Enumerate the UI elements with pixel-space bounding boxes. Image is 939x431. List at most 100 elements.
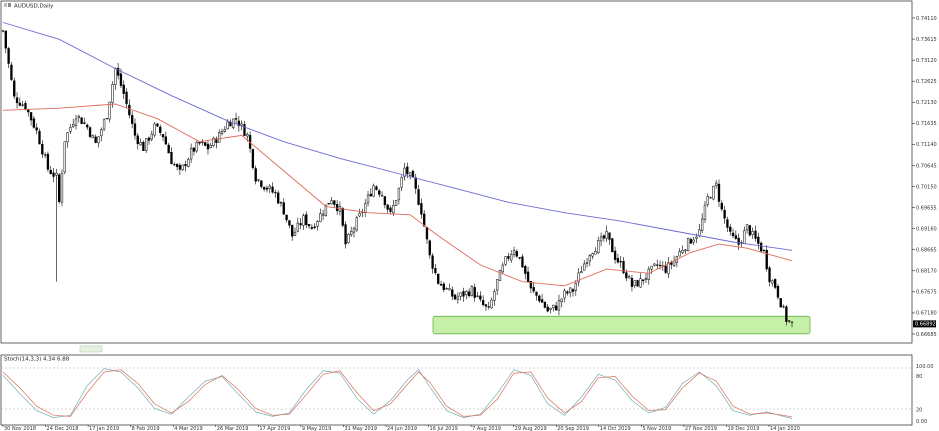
candle-body xyxy=(21,104,24,106)
candle xyxy=(86,123,89,130)
candle-body xyxy=(347,233,350,243)
candle xyxy=(529,280,533,294)
candle-body xyxy=(577,272,580,283)
candle-body xyxy=(543,302,547,308)
candle-body xyxy=(498,270,502,281)
candle-body xyxy=(364,203,367,213)
candle xyxy=(271,182,274,194)
candle xyxy=(43,152,47,159)
candle xyxy=(678,248,681,257)
candle xyxy=(352,226,356,238)
candle xyxy=(630,274,634,292)
candle xyxy=(445,287,448,290)
candle-body xyxy=(585,262,589,264)
candle-body xyxy=(105,118,109,120)
candle xyxy=(751,227,754,239)
candle-body xyxy=(218,132,221,143)
chart-title: AUDUSD,Daily xyxy=(14,4,54,10)
candle-body xyxy=(310,227,314,229)
candle xyxy=(122,80,125,99)
candle-body xyxy=(484,304,488,307)
candle xyxy=(574,279,577,296)
candle xyxy=(296,217,299,233)
candle xyxy=(504,256,507,267)
candle xyxy=(549,307,552,314)
candle xyxy=(330,197,333,205)
candle xyxy=(206,139,210,155)
candle-body xyxy=(145,138,148,151)
candle-body xyxy=(111,84,114,103)
candle-body xyxy=(100,129,103,137)
price-tick-label: 0.71635 xyxy=(916,121,937,127)
candle-body xyxy=(698,229,701,237)
candle xyxy=(689,237,693,244)
candle xyxy=(302,213,305,230)
candle-body xyxy=(580,271,583,274)
candle-body xyxy=(411,170,415,178)
date-tick-label: 26 Mar 2019 xyxy=(217,426,249,431)
candle xyxy=(785,305,788,326)
panel-resize-handle[interactable] xyxy=(79,345,103,353)
candle-body xyxy=(619,261,622,263)
support-zone xyxy=(432,315,811,335)
candle xyxy=(251,148,255,170)
candle-body xyxy=(788,320,791,322)
candle xyxy=(234,112,238,125)
candle-body xyxy=(274,192,277,194)
date-tick-label: 20 Sep 2019 xyxy=(557,426,589,431)
date-tick-label: 24 Jun 2019 xyxy=(387,426,417,431)
candle-body xyxy=(209,144,212,149)
candle-body xyxy=(453,294,457,300)
support-zone-layer xyxy=(432,315,811,335)
candle xyxy=(748,224,752,237)
candle xyxy=(726,216,729,233)
candle-body xyxy=(731,232,735,237)
candle-body xyxy=(428,240,431,256)
candle-body xyxy=(776,286,780,298)
candle-body xyxy=(605,230,608,239)
candle-body xyxy=(4,30,7,49)
candle xyxy=(41,140,44,158)
candle-body xyxy=(240,123,243,126)
candle xyxy=(510,249,513,263)
candle-body xyxy=(723,209,726,219)
candle-body xyxy=(389,207,392,212)
candle xyxy=(650,265,653,275)
candle-body xyxy=(49,170,52,175)
candle-body xyxy=(229,121,232,127)
candle xyxy=(91,134,95,139)
candle-body xyxy=(470,286,474,296)
candle-body xyxy=(684,249,687,252)
candle xyxy=(173,162,176,166)
candle-body xyxy=(170,151,173,165)
candle-body xyxy=(122,84,125,94)
date-tick-label: 7 Aug 2019 xyxy=(472,426,501,431)
candle-body xyxy=(518,257,521,259)
candle-body xyxy=(751,230,754,235)
candle xyxy=(734,230,738,240)
candle-body xyxy=(192,147,196,152)
candle xyxy=(479,291,482,302)
candle-body xyxy=(187,159,190,167)
candle-body xyxy=(392,204,395,214)
candle-body xyxy=(560,298,563,303)
candle xyxy=(588,253,591,267)
candle-body xyxy=(611,238,614,253)
candle-body xyxy=(526,271,530,283)
candle xyxy=(408,172,412,180)
candle-body xyxy=(496,279,499,291)
candle xyxy=(38,128,41,145)
candle xyxy=(77,114,80,123)
candle xyxy=(392,199,395,216)
candle xyxy=(1,30,5,33)
candle-body xyxy=(462,291,465,297)
candle xyxy=(201,139,204,146)
candle xyxy=(715,180,718,189)
candle xyxy=(762,249,766,253)
candle-body xyxy=(60,173,64,203)
candle-body xyxy=(538,295,541,302)
candle xyxy=(512,246,516,258)
candle-body xyxy=(251,149,255,168)
price-tick-label: 0.73120 xyxy=(916,58,937,64)
